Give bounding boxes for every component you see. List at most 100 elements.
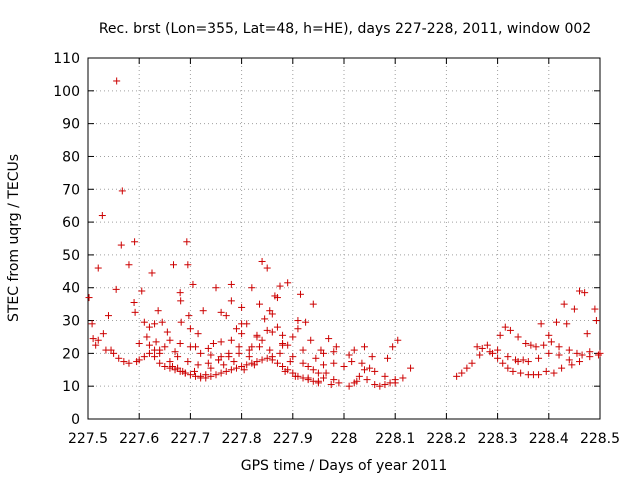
data-point (576, 358, 584, 366)
data-point (279, 331, 287, 339)
data-point (284, 366, 292, 374)
data-point (289, 369, 297, 377)
data-point (565, 346, 573, 354)
data-point (130, 298, 138, 306)
data-point (496, 331, 504, 339)
data-point (227, 280, 235, 288)
data-point (184, 261, 192, 269)
x-tick-label: 227.7 (170, 431, 210, 447)
data-point (189, 280, 197, 288)
data-point (258, 336, 266, 344)
y-tick-label: 30 (62, 314, 80, 330)
data-point (371, 381, 379, 389)
data-point (256, 343, 264, 351)
data-point (268, 310, 276, 318)
data-point (468, 359, 476, 367)
data-point (368, 353, 376, 361)
data-point (166, 358, 174, 366)
data-point (453, 372, 461, 380)
data-point (519, 356, 527, 364)
data-point (312, 354, 320, 362)
data-point (131, 308, 139, 316)
data-point (381, 372, 389, 380)
data-point (268, 328, 276, 336)
data-point (184, 358, 192, 366)
data-point (345, 382, 353, 390)
data-point (558, 364, 566, 372)
data-point (253, 358, 261, 366)
data-point (330, 376, 338, 384)
data-point (207, 372, 215, 380)
data-point (186, 325, 194, 333)
data-point (504, 364, 512, 372)
data-point (217, 369, 225, 377)
data-point (325, 335, 333, 343)
data-point (113, 77, 121, 85)
data-point (217, 308, 225, 316)
y-tick-label: 0 (71, 412, 80, 428)
data-point (245, 353, 253, 361)
data-point (473, 343, 481, 351)
data-point (238, 362, 246, 370)
data-point (102, 346, 110, 354)
data-point (545, 331, 553, 339)
x-tick-label: 227.5 (68, 431, 108, 447)
data-point (248, 359, 256, 367)
data-point (120, 358, 128, 366)
data-point (309, 366, 317, 374)
data-point (92, 341, 100, 349)
data-point (535, 371, 543, 379)
data-point (177, 297, 185, 305)
data-point (309, 377, 317, 385)
data-point (217, 353, 225, 361)
data-point (366, 364, 374, 372)
data-point (98, 212, 106, 220)
data-point (161, 343, 169, 351)
data-point (576, 287, 584, 295)
data-point (258, 356, 266, 364)
data-point (294, 372, 302, 380)
data-point (299, 374, 307, 382)
data-point (217, 338, 225, 346)
data-point (555, 351, 563, 359)
data-point (527, 341, 535, 349)
data-point (94, 264, 102, 272)
data-point (509, 367, 517, 375)
y-tick-label: 20 (62, 346, 80, 362)
x-tick-label: 228.2 (426, 431, 466, 447)
data-point (389, 343, 397, 351)
data-point (284, 341, 292, 349)
data-point (314, 369, 322, 377)
data-point (273, 359, 281, 367)
data-point (302, 318, 310, 326)
data-point (145, 323, 153, 331)
y-tick-label: 100 (53, 84, 80, 100)
data-point (299, 346, 307, 354)
x-tick-label: 227.9 (273, 431, 313, 447)
data-point (535, 354, 543, 362)
x-tick-label: 227.6 (119, 431, 159, 447)
data-point (506, 326, 514, 334)
data-point (176, 340, 184, 348)
data-point (204, 344, 212, 352)
data-point (545, 349, 553, 357)
data-point (552, 318, 560, 326)
data-point (384, 354, 392, 362)
y-tick-label: 60 (62, 215, 80, 231)
data-point (212, 371, 220, 379)
data-point (166, 364, 174, 372)
data-point (110, 349, 118, 357)
data-point (327, 381, 335, 389)
data-point (289, 333, 297, 341)
data-point (517, 369, 525, 377)
data-point (238, 330, 246, 338)
data-point (335, 379, 343, 387)
data-point (230, 358, 238, 366)
data-point (190, 367, 198, 375)
data-point (289, 353, 297, 361)
data-point (407, 364, 415, 372)
data-point (263, 264, 271, 272)
data-point (117, 241, 125, 249)
data-point (532, 343, 540, 351)
